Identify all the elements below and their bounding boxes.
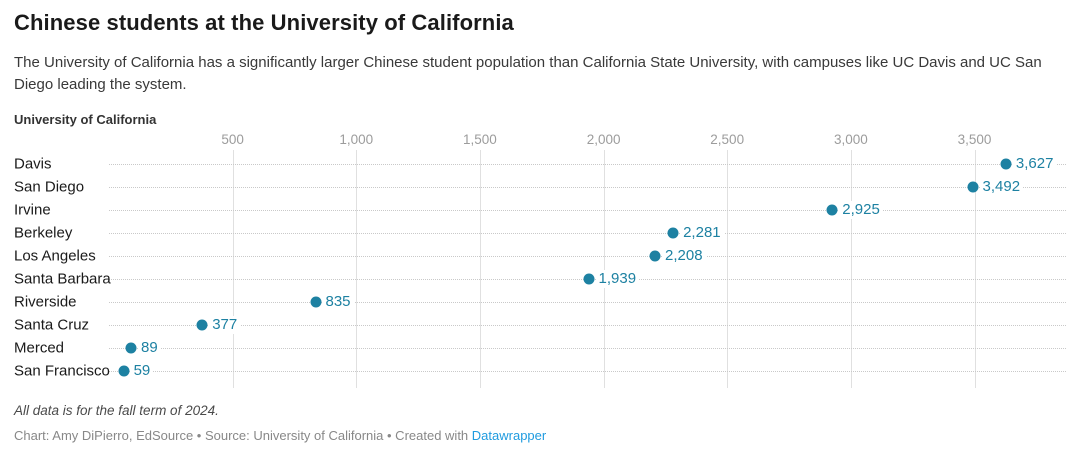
data-point-dot[interactable] (125, 342, 137, 354)
byline: Chart: Amy DiPierro, EdSource • Source: … (14, 428, 546, 443)
row-label: San Francisco (14, 362, 110, 380)
x-tick-label: 3,500 (957, 132, 992, 147)
value-label: 377 (209, 316, 241, 334)
row-label: San Diego (14, 178, 85, 196)
data-point-dot[interactable] (118, 365, 130, 377)
x-tick-label: 500 (221, 132, 244, 147)
x-tick-label: 2,000 (586, 132, 621, 147)
data-point-dot[interactable] (667, 227, 679, 239)
x-gridline (727, 150, 729, 388)
value-label: 2,208 (662, 247, 706, 265)
dot-plot: 500 1,000 1,500 2,000 2,500 3,000 3,500 Davis 3,… (0, 130, 1080, 398)
value-label: 59 (130, 362, 154, 380)
data-point-dot[interactable] (967, 181, 978, 193)
x-gridline (232, 150, 234, 388)
x-gridline (356, 150, 358, 388)
row-leader-line (109, 325, 1066, 326)
chart-block-title: University of California (14, 112, 157, 127)
row-label: Los Angeles (14, 247, 96, 265)
row-leader-line (109, 348, 1066, 349)
value-label: 2,281 (680, 224, 724, 242)
value-label: 3,627 (1012, 155, 1057, 173)
row-leader-line (109, 256, 1066, 257)
row-leader-line (109, 302, 1066, 303)
row-label: Davis (14, 155, 52, 173)
row-leader-line (109, 233, 1066, 234)
data-point-dot[interactable] (826, 204, 838, 216)
x-tick-label: 2,500 (710, 132, 745, 147)
x-tick-label: 1,000 (339, 132, 374, 147)
data-point-dot[interactable] (196, 319, 208, 331)
data-point-dot[interactable] (583, 273, 594, 285)
value-label: 3,492 (979, 178, 1024, 196)
row-label: Merced (14, 339, 65, 357)
row-label: Riverside (14, 293, 77, 311)
row-label: Santa Barbara (14, 270, 111, 288)
footnote: All data is for the fall term of 2024. (14, 403, 219, 418)
data-point-dot[interactable] (649, 250, 661, 262)
x-gridline (850, 150, 852, 388)
x-gridline (974, 150, 976, 388)
row-label: Berkeley (14, 224, 73, 242)
data-point-dot[interactable] (1000, 158, 1012, 170)
x-gridline (479, 150, 481, 388)
x-gridline (603, 150, 605, 388)
chart-title: Chinese students at the University of Ca… (14, 10, 514, 35)
row-leader-line (109, 210, 1066, 211)
value-label: 1,939 (595, 270, 640, 288)
value-label: 2,925 (839, 201, 883, 219)
row-leader-line (109, 371, 1066, 372)
value-label: 835 (322, 293, 354, 311)
row-leader-line (109, 187, 1066, 188)
x-tick-label: 3,000 (833, 132, 868, 147)
datawrapper-link[interactable]: Datawrapper (471, 428, 547, 443)
row-label: Irvine (14, 201, 51, 219)
data-point-dot[interactable] (310, 296, 321, 308)
byline-text: Chart: Amy DiPierro, EdSource • Source: … (14, 428, 472, 443)
x-tick-label: 1,500 (462, 132, 497, 147)
row-leader-line (109, 164, 1066, 165)
row-label: Santa Cruz (14, 316, 90, 334)
chart-description: The University of California has a signi… (14, 54, 1042, 93)
value-label: 89 (138, 339, 161, 357)
